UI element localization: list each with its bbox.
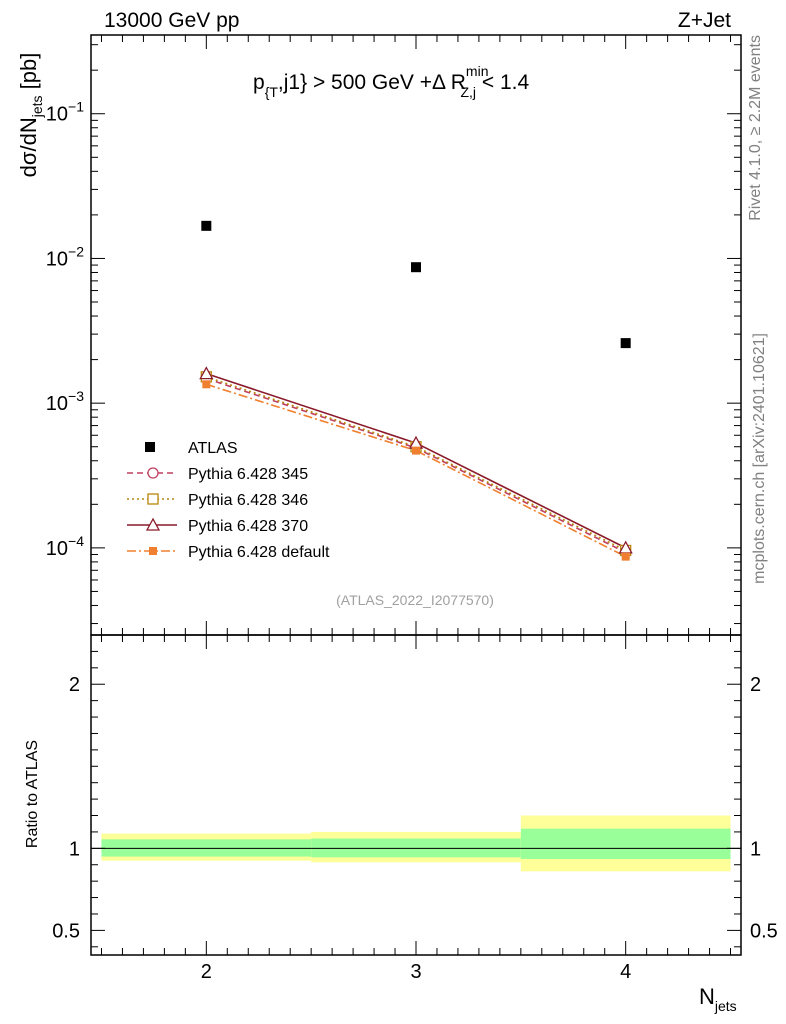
y-tick-label-exp: −1 — [68, 99, 84, 115]
title-pt: p — [253, 71, 265, 94]
ratio-y-tick-label-left: 0.5 — [52, 920, 80, 942]
x-axis-label-main: N — [699, 984, 715, 1009]
mcplots-label: mcplots.cern.ch [arXiv:2401.10621] — [751, 333, 768, 584]
analysis-id-label: (ATLAS_2022_I2077570) — [336, 592, 494, 608]
header-energy-label: 13000 GeV pp — [104, 9, 239, 32]
y-axis-label-unit: [pb] — [16, 53, 41, 96]
x-tick-label: 4 — [620, 961, 631, 983]
title-pt-sub: {T — [265, 84, 279, 100]
plot-title: p{T,j1} > 500 GeV +Δ Rmin Z,j < 1.4 — [253, 63, 529, 100]
axis-ticks — [91, 35, 741, 955]
series-3-point — [199, 366, 214, 380]
atlas-data-point — [201, 220, 212, 231]
atlas-data-point — [411, 262, 421, 273]
ratio-y-tick-label-left: 1 — [69, 838, 80, 860]
ratio-inner-band-3 — [520, 828, 731, 859]
header-process-label: Z+Jet — [678, 9, 731, 32]
y-tick-label: 10−1 — [46, 99, 84, 126]
title-mid: ,j1} > 500 GeV +Δ R — [278, 71, 466, 94]
y-tick-label: 10−4 — [46, 533, 84, 560]
y-axis-label: dσ/dNjets [pb] — [16, 53, 45, 178]
legend: ATLAS Pythia 6.428 345 Pythia 6.428 346 Pyt… — [127, 440, 330, 561]
y-tick-label-base: 10 — [46, 393, 68, 415]
x-axis-label: Njets — [699, 984, 737, 1014]
y-tick-label-base: 10 — [46, 538, 68, 560]
x-tick-label: 2 — [201, 961, 212, 983]
ratio-panel-frame — [90, 634, 742, 956]
legend-marker-1 — [147, 467, 159, 479]
series-4-point — [412, 446, 420, 455]
legend-entry-label: ATLAS — [188, 440, 238, 457]
legend-marker-4 — [149, 547, 157, 555]
legend-entry-label: Pythia 6.428 370 — [188, 518, 308, 535]
y-tick-label-exp: −3 — [68, 388, 84, 404]
atlas-data-point — [620, 338, 631, 349]
legend-marker-2 — [147, 493, 159, 505]
legend-entry-label: Pythia 6.428 345 — [188, 466, 308, 483]
legend-marker-atlas — [145, 442, 155, 452]
y-tick-label-exp: −2 — [68, 243, 84, 259]
x-axis-label-sub: jets — [714, 998, 737, 1014]
x-tick-label: 3 — [410, 961, 421, 983]
title-r-sub: Z,j — [460, 84, 476, 100]
title-end: < 1.4 — [476, 71, 529, 94]
ratio-y-tick-label-right: 0.5 — [750, 920, 778, 942]
tick-labels: 2 3 410−110−210−310−40.5 0.51 12 2 — [46, 99, 778, 983]
y-tick-label: 10−2 — [46, 243, 84, 270]
y-axis-label-sub: jets — [29, 95, 45, 118]
ratio-y-tick-label-right: 1 — [750, 838, 761, 860]
series-4-point — [621, 552, 630, 561]
rivet-version-label: Rivet 4.1.0, ≥ 2.2M events — [747, 35, 764, 221]
series-line-4 — [206, 383, 627, 558]
ratio-y-axis-label: Ratio to ATLAS — [24, 740, 41, 848]
y-tick-label: 10−3 — [46, 388, 84, 415]
legend-entry-label: Pythia 6.428 346 — [188, 492, 308, 509]
series-4-point — [202, 380, 211, 389]
data-points — [199, 220, 633, 561]
y-tick-label-base: 10 — [46, 104, 68, 126]
y-axis-label-main: dσ/dN — [16, 117, 41, 177]
legend-entry-label: Pythia 6.428 default — [188, 544, 330, 561]
ratio-y-tick-label-left: 2 — [69, 674, 80, 696]
ratio-uncertainty-bands — [91, 815, 741, 872]
title-r-sup: min — [466, 63, 489, 79]
ratio-y-tick-label-right: 2 — [750, 674, 761, 696]
y-tick-label-exp: −4 — [68, 533, 84, 549]
y-tick-label-base: 10 — [46, 248, 68, 270]
legend-marker-3 — [145, 517, 161, 531]
